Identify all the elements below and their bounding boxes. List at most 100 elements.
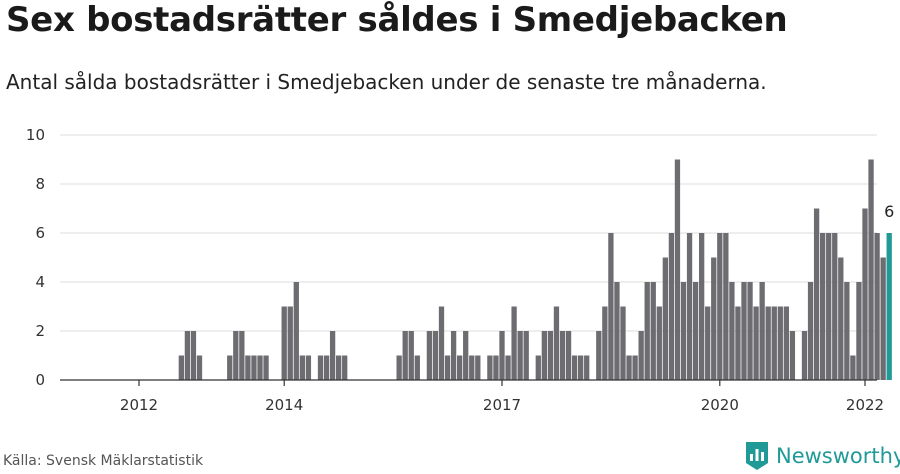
bar xyxy=(868,159,874,380)
bar xyxy=(432,331,439,380)
brand-name: Newsworthy xyxy=(776,444,900,468)
bar xyxy=(196,355,203,380)
bar xyxy=(263,355,269,380)
bar xyxy=(178,355,184,380)
y-tick-label: 6 xyxy=(35,224,45,242)
y-tick-label: 2 xyxy=(35,322,45,340)
bar xyxy=(336,355,342,380)
bar xyxy=(680,282,687,380)
bar xyxy=(499,331,505,380)
axes: 0 2 4 6 8 10 2012 2014 2017 2020 2022 xyxy=(26,126,884,414)
bar xyxy=(874,233,880,380)
bar xyxy=(705,306,711,380)
x-tick-label: 2014 xyxy=(265,396,303,414)
chart-subtitle: Antal sålda bostadsrätter i Smedjebacken… xyxy=(6,70,767,94)
bar xyxy=(251,355,257,380)
bar xyxy=(457,355,463,380)
bar xyxy=(305,355,312,380)
bar xyxy=(535,355,541,380)
bar xyxy=(245,355,251,380)
x-tick-label: 2022 xyxy=(846,396,884,414)
bar xyxy=(329,331,336,380)
bar xyxy=(317,355,324,380)
bar xyxy=(584,355,590,380)
bar xyxy=(444,355,451,380)
bar xyxy=(239,331,245,380)
bar xyxy=(608,233,614,380)
bar xyxy=(777,306,783,380)
y-tick-label: 4 xyxy=(35,273,45,291)
bar xyxy=(565,331,572,380)
bar xyxy=(813,208,820,380)
bar xyxy=(686,233,693,380)
bar xyxy=(699,233,705,380)
newsworthy-logo-icon xyxy=(746,442,768,470)
bar xyxy=(408,331,414,380)
bar xyxy=(765,306,771,380)
bar xyxy=(578,355,584,380)
x-tick-label: 2020 xyxy=(701,396,739,414)
bar xyxy=(414,355,420,380)
x-tick-label: 2017 xyxy=(483,396,521,414)
bar xyxy=(862,208,868,380)
bar xyxy=(505,355,511,380)
bar xyxy=(487,355,493,380)
bar xyxy=(541,331,547,380)
bar xyxy=(342,355,348,380)
bar xyxy=(396,355,402,380)
source-note: Källa: Svensk Mäklarstatistik xyxy=(3,453,204,469)
bar xyxy=(511,306,517,380)
bar xyxy=(493,355,499,380)
bar xyxy=(807,282,814,380)
bar xyxy=(650,282,656,380)
bar xyxy=(838,257,844,380)
x-tick-label: 2012 xyxy=(120,396,158,414)
bar xyxy=(850,355,856,380)
bar xyxy=(723,233,729,380)
bar xyxy=(638,331,644,380)
bar xyxy=(753,306,759,380)
grid-lines xyxy=(60,134,877,332)
bar xyxy=(227,355,233,380)
bars xyxy=(178,159,892,380)
bar xyxy=(662,257,668,380)
bar xyxy=(747,282,753,380)
bar xyxy=(299,355,305,380)
bar xyxy=(547,331,554,380)
bar xyxy=(668,233,675,380)
bar xyxy=(402,331,408,380)
bar xyxy=(323,355,330,380)
bar xyxy=(426,331,433,380)
bar xyxy=(626,355,632,380)
bar-highlight xyxy=(886,233,892,380)
bar xyxy=(559,331,566,380)
chart-title: Sex bostadsrätter såldes i Smedjebacken xyxy=(6,0,788,40)
bar xyxy=(832,233,838,380)
bar xyxy=(293,282,299,380)
bar xyxy=(190,331,197,380)
bar xyxy=(880,257,886,380)
y-tick-label: 10 xyxy=(26,126,45,144)
bar xyxy=(820,233,826,380)
bar xyxy=(463,331,469,380)
bar xyxy=(469,355,475,380)
bar xyxy=(281,306,287,380)
bar xyxy=(771,306,777,380)
highlight-data-label: 6 xyxy=(884,202,894,221)
bar xyxy=(602,306,608,380)
bar xyxy=(801,331,808,380)
bar xyxy=(517,331,523,380)
bar xyxy=(826,233,832,380)
bar xyxy=(789,331,796,380)
bar xyxy=(644,282,650,380)
bar xyxy=(656,306,662,380)
bar xyxy=(438,306,445,380)
bar xyxy=(711,257,717,380)
y-tick-label: 8 xyxy=(35,175,45,193)
bar xyxy=(287,306,293,380)
bar xyxy=(735,306,741,380)
bar xyxy=(729,282,735,380)
bar xyxy=(450,331,457,380)
brand-logo[interactable]: Newsworthy xyxy=(744,440,900,472)
